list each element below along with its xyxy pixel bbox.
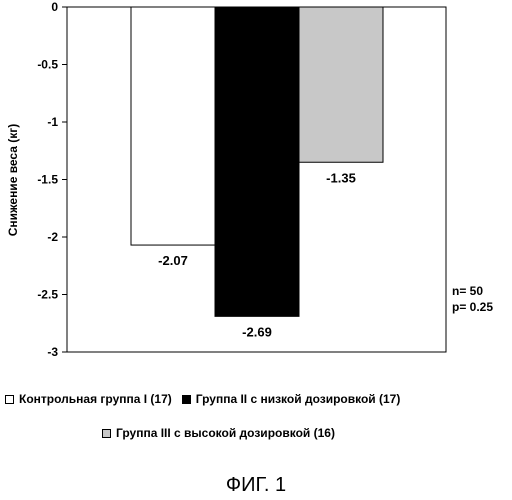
legend-row-1: Контрольная группа I (17) Группа II с ни… — [5, 392, 410, 406]
annotation-p: p= 0.25 — [452, 300, 493, 315]
y-tick-label: 0 — [51, 0, 58, 14]
legend-label-high-dose: Группа III с высокой дозировкой (16) — [116, 426, 335, 440]
bars-group — [131, 7, 383, 316]
y-tick-label: -2 — [47, 230, 58, 244]
y-tick-label: -0.5 — [37, 58, 58, 72]
legend-item-high-dose: Группа III с высокой дозировкой (16) — [102, 426, 335, 440]
annotation-n: n= 50 — [452, 284, 483, 299]
bar-value-label: -2.69 — [242, 324, 272, 339]
y-axis-label: Снижение веса (кг) — [6, 124, 20, 237]
bar — [215, 7, 299, 316]
y-tick-label: -3 — [47, 345, 58, 359]
figure-caption: ФИГ. 1 — [0, 474, 512, 497]
bar — [299, 7, 383, 162]
bar-value-label: -1.35 — [326, 170, 356, 185]
legend-item-control: Контрольная группа I (17) — [5, 392, 172, 406]
legend-swatch-high-dose — [102, 429, 111, 438]
legend-label-control: Контрольная группа I (17) — [19, 392, 172, 406]
bar — [131, 7, 215, 245]
legend-swatch-low-dose — [182, 395, 191, 404]
y-tick-label: -2.5 — [37, 288, 58, 302]
y-tick-label: -1.5 — [37, 173, 58, 187]
y-tick-label: -1 — [47, 115, 58, 129]
legend-item-low-dose: Группа II с низкой дозировкой (17) — [182, 392, 401, 406]
legend-label-low-dose: Группа II с низкой дозировкой (17) — [196, 392, 401, 406]
legend-swatch-control — [5, 395, 14, 404]
legend-row-2: Группа III с высокой дозировкой (16) — [102, 426, 345, 440]
bar-value-label: -2.07 — [158, 253, 188, 268]
